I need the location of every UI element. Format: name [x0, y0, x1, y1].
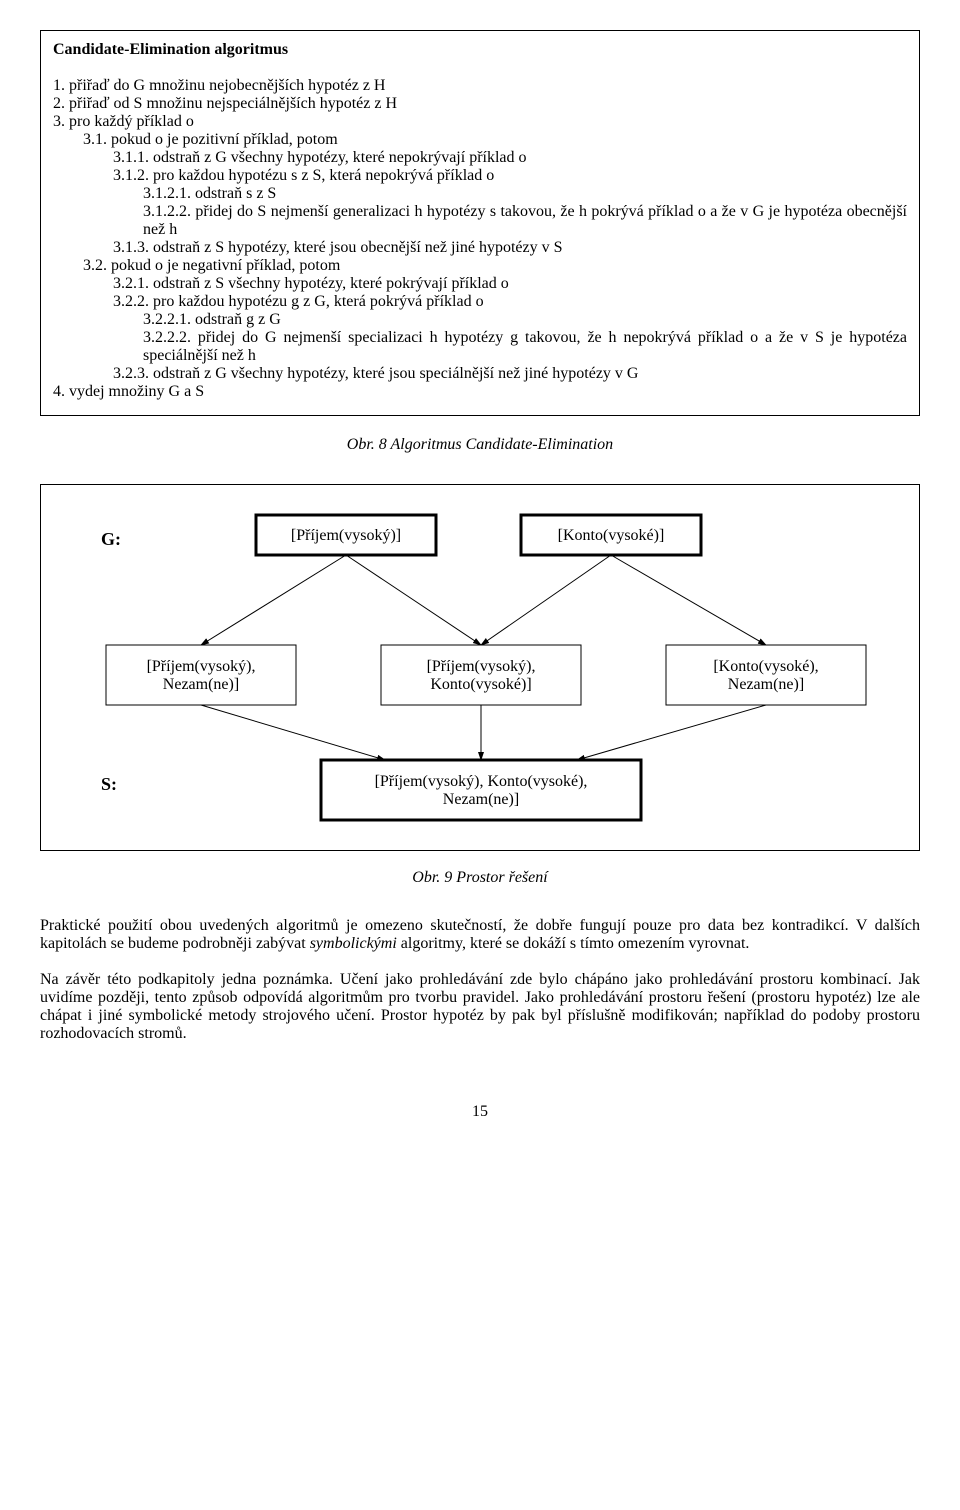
algorithm-step: 3.2.2. pro každou hypotézu g z G, která …: [113, 293, 907, 311]
svg-text:[Konto(vysoké),: [Konto(vysoké),: [713, 658, 818, 675]
page-number: 15: [40, 1103, 920, 1121]
algorithm-step: 4. vydej množiny G a S: [53, 383, 907, 401]
svg-text:[Příjem(vysoký),: [Příjem(vysoký),: [147, 658, 256, 675]
algorithm-step: 3. pro každý příklad o: [53, 113, 907, 131]
algorithm-steps: 1. přiřaď do G množinu nejobecnějších hy…: [53, 77, 907, 401]
algorithm-step: 3.1.2.1. odstraň s z S: [143, 185, 907, 203]
algorithm-step: 3.2.2.2. přidej do G nejmenší specializa…: [143, 329, 907, 365]
paragraph-1: Praktické použití obou uvedených algorit…: [40, 917, 920, 953]
figure-caption-9: Obr. 9 Prostor řešení: [40, 869, 920, 887]
algorithm-step: 3.1. pokud o je pozitivní příklad, potom: [83, 131, 907, 149]
algorithm-step: 3.2.3. odstraň z G všechny hypotézy, kte…: [113, 365, 907, 383]
algorithm-step: 3.2. pokud o je negativní příklad, potom: [83, 257, 907, 275]
algorithm-step: 3.2.1. odstraň z S všechny hypotézy, kte…: [113, 275, 907, 293]
svg-text:Nezam(ne)]: Nezam(ne)]: [163, 676, 239, 693]
svg-text:[Příjem(vysoký),: [Příjem(vysoký),: [427, 658, 536, 675]
diagram-svg: [Příjem(vysoký)] [Konto(vysoké)] [Příjem(v…: [41, 485, 919, 845]
algorithm-step: 2. přiřaď od S množinu nejspeciálnějších…: [53, 95, 907, 113]
algorithm-step: 1. přiřaď do G množinu nejobecnějších hy…: [53, 77, 907, 95]
paragraph-1b: algoritmy, které se dokáží s tímto omeze…: [397, 935, 750, 952]
svg-text:Konto(vysoké)]: Konto(vysoké)]: [430, 676, 531, 693]
paragraph-1-italic: symbolickými: [310, 935, 397, 952]
algorithm-step: 3.1.2.2. přidej do S nejmenší generaliza…: [143, 203, 907, 239]
algorithm-step: 3.1.3. odstraň z S hypotézy, které jsou …: [113, 239, 907, 257]
diagram-version-space: [Příjem(vysoký)] [Konto(vysoké)] [Příjem(v…: [40, 484, 920, 851]
algorithm-box: Candidate-Elimination algoritmus 1. přiř…: [40, 30, 920, 416]
svg-text:G:: G:: [101, 529, 121, 549]
figure-caption-8: Obr. 8 Algoritmus Candidate-Elimination: [40, 436, 920, 454]
paragraph-2: Na závěr této podkapitoly jedna poznámka…: [40, 971, 920, 1043]
svg-text:[Příjem(vysoký), Konto(vysoké): [Příjem(vysoký), Konto(vysoké),: [375, 773, 588, 790]
algorithm-step: 3.1.2. pro každou hypotézu s z S, která …: [113, 167, 907, 185]
algorithm-step: 3.1.1. odstraň z G všechny hypotézy, kte…: [113, 149, 907, 167]
algorithm-title: Candidate-Elimination algoritmus: [53, 41, 907, 59]
svg-text:S:: S:: [101, 774, 117, 794]
algorithm-step: 3.2.2.1. odstraň g z G: [143, 311, 907, 329]
svg-text:[Příjem(vysoký)]: [Příjem(vysoký)]: [291, 527, 401, 544]
svg-text:Nezam(ne)]: Nezam(ne)]: [728, 676, 804, 693]
svg-text:[Konto(vysoké)]: [Konto(vysoké)]: [558, 527, 665, 544]
svg-text:Nezam(ne)]: Nezam(ne)]: [443, 791, 519, 808]
